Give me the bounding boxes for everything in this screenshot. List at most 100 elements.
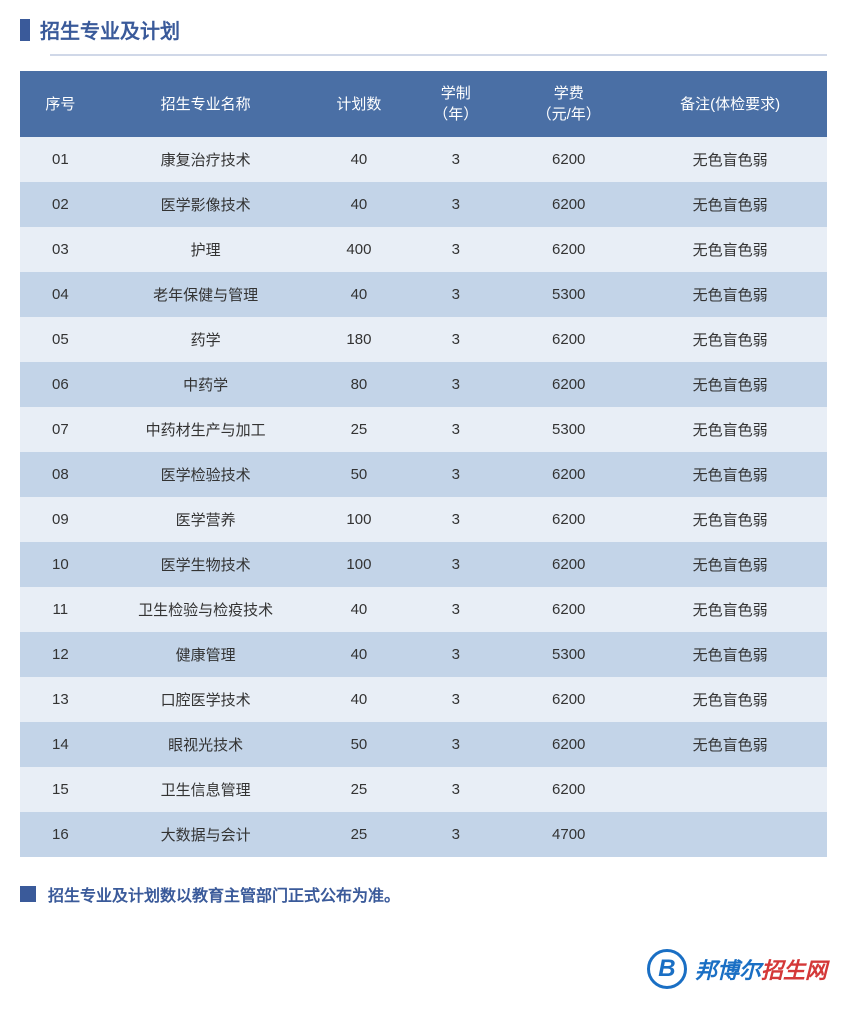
cell-fee: 6200 bbox=[504, 677, 633, 722]
cell-seq: 15 bbox=[20, 767, 101, 812]
cell-note: 无色盲色弱 bbox=[633, 452, 827, 497]
cell-plan: 50 bbox=[311, 722, 408, 767]
cell-major: 老年保健与管理 bbox=[101, 272, 311, 317]
watermark-logo-icon: B bbox=[647, 949, 687, 989]
table-row: 06中药学8036200无色盲色弱 bbox=[20, 362, 827, 407]
footer-note: 招生专业及计划数以教育主管部门正式公布为准。 bbox=[20, 882, 827, 906]
cell-years: 3 bbox=[407, 452, 504, 497]
cell-plan: 25 bbox=[311, 767, 408, 812]
header-major: 招生专业名称 bbox=[101, 71, 311, 137]
cell-major: 卫生检验与检疫技术 bbox=[101, 587, 311, 632]
section-header: 招生专业及计划 bbox=[0, 0, 847, 54]
cell-major: 卫生信息管理 bbox=[101, 767, 311, 812]
cell-plan: 25 bbox=[311, 812, 408, 857]
cell-major: 医学生物技术 bbox=[101, 542, 311, 587]
cell-plan: 100 bbox=[311, 497, 408, 542]
cell-plan: 40 bbox=[311, 677, 408, 722]
cell-note: 无色盲色弱 bbox=[633, 587, 827, 632]
cell-seq: 03 bbox=[20, 227, 101, 272]
cell-major: 中药学 bbox=[101, 362, 311, 407]
cell-note: 无色盲色弱 bbox=[633, 722, 827, 767]
cell-plan: 40 bbox=[311, 137, 408, 182]
cell-years: 3 bbox=[407, 677, 504, 722]
cell-fee: 6200 bbox=[504, 452, 633, 497]
table-row: 07中药材生产与加工2535300无色盲色弱 bbox=[20, 407, 827, 452]
cell-seq: 04 bbox=[20, 272, 101, 317]
cell-seq: 11 bbox=[20, 587, 101, 632]
cell-fee: 6200 bbox=[504, 767, 633, 812]
cell-note: 无色盲色弱 bbox=[633, 182, 827, 227]
cell-seq: 12 bbox=[20, 632, 101, 677]
cell-years: 3 bbox=[407, 362, 504, 407]
cell-seq: 16 bbox=[20, 812, 101, 857]
cell-seq: 09 bbox=[20, 497, 101, 542]
cell-major: 口腔医学技术 bbox=[101, 677, 311, 722]
cell-major: 护理 bbox=[101, 227, 311, 272]
cell-major: 医学营养 bbox=[101, 497, 311, 542]
cell-plan: 40 bbox=[311, 272, 408, 317]
cell-seq: 14 bbox=[20, 722, 101, 767]
cell-plan: 40 bbox=[311, 182, 408, 227]
cell-seq: 07 bbox=[20, 407, 101, 452]
cell-seq: 08 bbox=[20, 452, 101, 497]
cell-fee: 6200 bbox=[504, 137, 633, 182]
cell-note bbox=[633, 812, 827, 857]
cell-years: 3 bbox=[407, 497, 504, 542]
section-title: 招生专业及计划 bbox=[40, 15, 180, 44]
cell-note: 无色盲色弱 bbox=[633, 542, 827, 587]
cell-plan: 400 bbox=[311, 227, 408, 272]
table-row: 11卫生检验与检疫技术4036200无色盲色弱 bbox=[20, 587, 827, 632]
cell-major: 健康管理 bbox=[101, 632, 311, 677]
cell-fee: 6200 bbox=[504, 587, 633, 632]
cell-plan: 40 bbox=[311, 632, 408, 677]
cell-major: 药学 bbox=[101, 317, 311, 362]
cell-fee: 5300 bbox=[504, 272, 633, 317]
cell-fee: 6200 bbox=[504, 227, 633, 272]
cell-fee: 5300 bbox=[504, 407, 633, 452]
watermark-text-red: 招生网 bbox=[761, 953, 827, 985]
cell-major: 大数据与会计 bbox=[101, 812, 311, 857]
cell-years: 3 bbox=[407, 407, 504, 452]
cell-note: 无色盲色弱 bbox=[633, 317, 827, 362]
cell-years: 3 bbox=[407, 317, 504, 362]
table-row: 13口腔医学技术4036200无色盲色弱 bbox=[20, 677, 827, 722]
cell-fee: 4700 bbox=[504, 812, 633, 857]
cell-fee: 6200 bbox=[504, 497, 633, 542]
cell-note: 无色盲色弱 bbox=[633, 137, 827, 182]
cell-major: 眼视光技术 bbox=[101, 722, 311, 767]
cell-seq: 01 bbox=[20, 137, 101, 182]
cell-note: 无色盲色弱 bbox=[633, 632, 827, 677]
cell-fee: 6200 bbox=[504, 722, 633, 767]
header-fee: 学费（元/年） bbox=[504, 71, 633, 137]
cell-fee: 6200 bbox=[504, 182, 633, 227]
footer-marker bbox=[20, 886, 36, 902]
cell-note bbox=[633, 767, 827, 812]
table-row: 03护理40036200无色盲色弱 bbox=[20, 227, 827, 272]
cell-plan: 25 bbox=[311, 407, 408, 452]
table-row: 09医学营养10036200无色盲色弱 bbox=[20, 497, 827, 542]
cell-years: 3 bbox=[407, 767, 504, 812]
cell-plan: 80 bbox=[311, 362, 408, 407]
table-row: 05药学18036200无色盲色弱 bbox=[20, 317, 827, 362]
table-row: 14眼视光技术5036200无色盲色弱 bbox=[20, 722, 827, 767]
header-seq: 序号 bbox=[20, 71, 101, 137]
section-underline bbox=[50, 54, 827, 56]
cell-years: 3 bbox=[407, 272, 504, 317]
header-plan: 计划数 bbox=[311, 71, 408, 137]
cell-note: 无色盲色弱 bbox=[633, 272, 827, 317]
cell-years: 3 bbox=[407, 587, 504, 632]
cell-note: 无色盲色弱 bbox=[633, 362, 827, 407]
admissions-table: 序号 招生专业名称 计划数 学制（年） 学费（元/年） 备注(体检要求) 01康… bbox=[20, 71, 827, 857]
cell-note: 无色盲色弱 bbox=[633, 407, 827, 452]
cell-fee: 6200 bbox=[504, 362, 633, 407]
watermark-letter: B bbox=[658, 955, 675, 983]
cell-major: 医学影像技术 bbox=[101, 182, 311, 227]
table-header-row: 序号 招生专业名称 计划数 学制（年） 学费（元/年） 备注(体检要求) bbox=[20, 71, 827, 137]
cell-seq: 13 bbox=[20, 677, 101, 722]
cell-plan: 50 bbox=[311, 452, 408, 497]
table-row: 01康复治疗技术4036200无色盲色弱 bbox=[20, 137, 827, 182]
cell-seq: 10 bbox=[20, 542, 101, 587]
watermark-text-blue: 邦博尔 bbox=[695, 953, 761, 985]
table-row: 15卫生信息管理2536200 bbox=[20, 767, 827, 812]
table-row: 16大数据与会计2534700 bbox=[20, 812, 827, 857]
